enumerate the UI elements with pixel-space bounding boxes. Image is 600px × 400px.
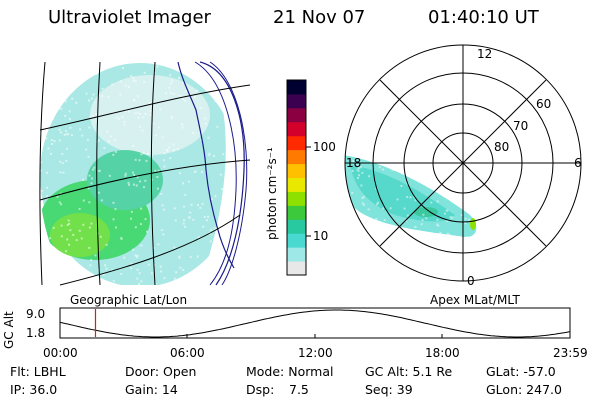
colorbar-segment bbox=[287, 233, 306, 248]
colorbar-segment bbox=[287, 80, 306, 95]
altitude-curve bbox=[59, 309, 571, 338]
colorbar-segment bbox=[287, 135, 306, 151]
alt-tick-1-8: 1.8 bbox=[26, 326, 46, 340]
gc-alt-info: GC Alt: 5.1 Re bbox=[365, 364, 453, 379]
colorbar-segment bbox=[287, 219, 306, 234]
mlt-label-0: 0 bbox=[467, 274, 475, 288]
alt-axis-title: GC Alt bbox=[2, 311, 16, 349]
colorbar-segment bbox=[287, 191, 306, 206]
geo-map-label: Geographic Lat/Lon bbox=[70, 293, 188, 307]
seq-info: Seq: 39 bbox=[365, 382, 413, 397]
time-tick-1200: 12:00 bbox=[298, 346, 333, 360]
coastline bbox=[177, 61, 235, 269]
mlt-label-18: 18 bbox=[346, 156, 362, 170]
lat-label-60: 60 bbox=[536, 97, 552, 111]
mode-info: Mode: Normal bbox=[246, 364, 334, 379]
auroral-spot bbox=[470, 218, 476, 230]
polar-plot bbox=[344, 44, 582, 282]
colorbar-segment bbox=[287, 177, 306, 192]
time-label: 01:40:10 UT bbox=[428, 7, 539, 28]
lat-label-70: 70 bbox=[513, 119, 529, 133]
colorbar-segment bbox=[287, 163, 306, 178]
colorbar-segment bbox=[287, 247, 306, 262]
colorbar-segment bbox=[287, 107, 306, 123]
gain-info: Gain: 14 bbox=[125, 382, 178, 397]
mlt-label-6: 6 bbox=[574, 156, 582, 170]
colorbar-segment bbox=[287, 121, 306, 137]
time-tick-0600: 06:00 bbox=[170, 346, 205, 360]
ip-info: IP: 36.0 bbox=[10, 382, 58, 397]
colorbar-tick-100: 100 bbox=[313, 140, 336, 154]
geo-map bbox=[39, 61, 251, 286]
time-tick-1800: 18:00 bbox=[425, 346, 460, 360]
door-info: Door: Open bbox=[125, 364, 197, 379]
colorbar-segment bbox=[287, 261, 306, 276]
colorbar-segment bbox=[287, 205, 306, 220]
altitude-plot bbox=[59, 307, 571, 339]
dsp-label: Dsp: bbox=[246, 382, 275, 397]
lat-label-80: 80 bbox=[494, 140, 510, 154]
time-tick-0000: 00:00 bbox=[43, 346, 78, 360]
alt-tick-9: 9.0 bbox=[26, 307, 46, 321]
date-label: 21 Nov 07 bbox=[273, 7, 366, 28]
polar-label: Apex MLat/MLT bbox=[430, 293, 520, 307]
instrument-title: Ultraviolet Imager bbox=[48, 7, 211, 28]
time-tick-2359: 23:59 bbox=[553, 346, 588, 360]
colorbar-tick-10: 10 bbox=[313, 229, 329, 243]
colorbar-unit-label: photon cm⁻²s⁻¹ bbox=[265, 147, 279, 240]
colorbar-segment bbox=[287, 93, 306, 109]
dsp-value: 7.5 bbox=[289, 382, 309, 397]
glat-info: GLat: -57.0 bbox=[486, 364, 556, 379]
colorbar-segment bbox=[287, 149, 306, 165]
glon-info: GLon: 247.0 bbox=[486, 382, 562, 397]
colorbar bbox=[286, 79, 311, 276]
mlt-label-12: 12 bbox=[477, 47, 493, 61]
filter-info: Flt: LBHL bbox=[10, 364, 66, 379]
